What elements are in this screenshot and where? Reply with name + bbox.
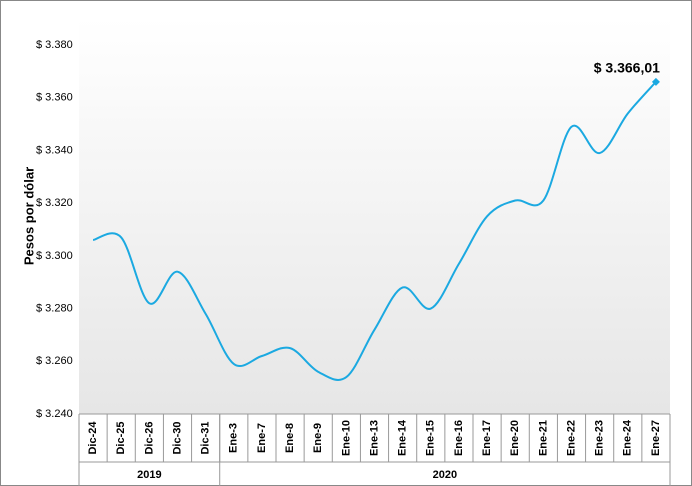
x-tick-label: Ene-7: [256, 423, 268, 453]
x-tick-label: Ene-13: [368, 420, 380, 456]
line: [92, 81, 657, 381]
group-label: 2019: [137, 469, 161, 481]
x-tick-label: Ene-3: [228, 423, 240, 453]
x-tick-label: Ene-16: [453, 420, 465, 456]
x-tick-label: Ene-17: [481, 420, 493, 456]
y-tick-label: $ 3.240: [36, 408, 73, 420]
x-tick-label: Ene-27: [650, 420, 662, 456]
y-tick-label: $ 3.300: [36, 250, 73, 262]
y-tick-label: $ 3.280: [36, 302, 73, 314]
y-tick-label: $ 3.320: [36, 197, 73, 209]
y-tick-label: $ 3.360: [36, 92, 73, 104]
x-tick-label: Dic-30: [171, 421, 183, 454]
x-tick-label: Dic-24: [87, 421, 99, 455]
x-tick-label: Ene-21: [537, 420, 549, 456]
y-tick-label: $ 3.380: [36, 39, 73, 51]
y-axis-label: Pesos por dólar: [21, 167, 36, 265]
annotation: $ 3.366,01: [594, 60, 660, 76]
x-tick-label: Ene-15: [425, 420, 437, 456]
marker: [651, 77, 660, 86]
x-tick-label: Dic-25: [115, 421, 127, 454]
y-tick-label: $ 3.340: [36, 144, 73, 156]
plot-area: [79, 18, 670, 414]
x-tick-label: Ene-10: [340, 420, 352, 456]
x-tick-label: Ene-24: [622, 419, 634, 456]
x-tick-label: Ene-22: [565, 420, 577, 456]
group-label: 2020: [433, 469, 457, 481]
x-tick-label: Ene-23: [594, 420, 606, 456]
y-tick-label: $ 3.260: [36, 355, 73, 367]
x-tick-label: Dic-26: [143, 421, 155, 454]
x-tick-label: Ene-8: [284, 423, 296, 453]
x-tick-label: Ene-20: [509, 420, 521, 456]
x-tick-label: Ene-14: [397, 419, 409, 456]
x-tick-label: Dic-31: [200, 421, 212, 454]
x-tick-label: Ene-9: [312, 423, 324, 453]
